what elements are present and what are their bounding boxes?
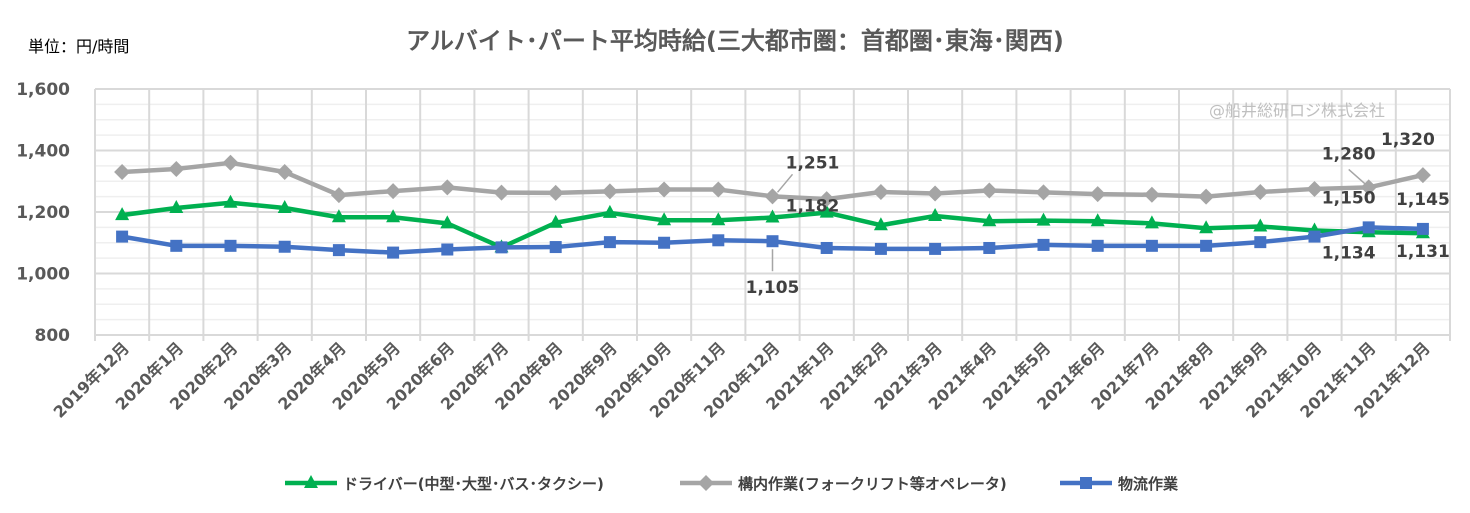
data-point-square: [224, 239, 237, 252]
data-point-diamond: [1414, 167, 1431, 184]
data-point-triangle: [711, 212, 726, 226]
leader-line: [776, 173, 794, 193]
data-label: 1,131: [1396, 242, 1450, 262]
data-point-square: [116, 230, 129, 243]
data-point-square: [1145, 239, 1158, 252]
data-label: 1,320: [1381, 130, 1435, 150]
data-point-square: [278, 240, 291, 253]
data-point-diamond: [1252, 184, 1269, 201]
data-point-triangle: [1253, 218, 1268, 232]
data-point-diamond: [818, 191, 835, 208]
data-point-square: [170, 239, 183, 252]
data-point-triangle: [223, 194, 238, 208]
data-point-diamond: [1306, 180, 1323, 197]
legend-label: ドライバー(中型･大型･バス･タクシー): [343, 475, 604, 493]
data-label: 1,182: [786, 197, 840, 217]
data-point-square: [1416, 222, 1429, 235]
data-point-diamond: [764, 188, 781, 205]
data-point-diamond: [1143, 186, 1160, 203]
leader-line: [1348, 168, 1367, 185]
data-point-diamond: [493, 184, 510, 201]
data-point-square: [1091, 239, 1104, 252]
data-point-square: [1362, 221, 1375, 234]
data-point-diamond: [439, 179, 456, 196]
data-point-triangle: [386, 209, 401, 223]
data-point-triangle: [440, 215, 455, 229]
data-point-diamond: [927, 185, 944, 202]
chart-title: アルバイト･パート平均時給(三大都市圏：首都圏･東海･関西): [406, 27, 1064, 55]
data-point-square: [929, 242, 942, 255]
data-point-square: [603, 236, 616, 249]
data-point-square: [441, 243, 454, 256]
data-point-diamond: [222, 154, 239, 171]
data-point-triangle: [1199, 220, 1214, 234]
data-point-triangle: [982, 213, 997, 227]
data-point-square: [874, 242, 887, 255]
data-point-square: [820, 241, 833, 254]
data-point-square: [1200, 239, 1213, 252]
data-point-square: [1308, 230, 1321, 243]
watermark: @船井総研ロジ株式会社: [1209, 101, 1385, 120]
data-point-triangle: [602, 204, 617, 218]
data-point-diamond: [547, 184, 564, 201]
data-label: 1,150: [1322, 188, 1376, 208]
data-point-diamond: [385, 183, 402, 200]
data-point-square: [658, 236, 671, 249]
data-point-square: [387, 246, 400, 259]
legend-marker-triangle: [304, 475, 318, 488]
data-point-triangle: [331, 209, 346, 223]
data-point-diamond: [276, 164, 293, 181]
y-tick-label: 1,600: [16, 80, 70, 100]
data-point-triangle: [928, 207, 943, 221]
data-label: 1,145: [1396, 190, 1450, 210]
data-point-diamond: [601, 183, 618, 200]
data-point-triangle: [1144, 215, 1159, 229]
data-label: 1,105: [746, 278, 800, 298]
data-point-diamond: [710, 181, 727, 198]
data-point-diamond: [330, 187, 347, 204]
data-point-diamond: [981, 182, 998, 199]
data-point-diamond: [114, 164, 131, 181]
data-point-triangle: [873, 217, 888, 231]
data-point-triangle: [548, 214, 563, 228]
data-point-triangle: [1036, 212, 1051, 226]
data-point-square: [983, 241, 996, 254]
unit-label: 単位：円/時間: [28, 37, 129, 56]
y-tick-label: 1,400: [16, 142, 70, 162]
legend-marker-diamond: [698, 475, 714, 491]
y-tick-label: 1,200: [16, 203, 70, 223]
data-label: 1,280: [1322, 144, 1376, 164]
data-point-triangle: [115, 207, 130, 221]
data-point-square: [712, 234, 725, 247]
legend-marker-square: [1080, 477, 1092, 489]
data-point-triangle: [1090, 213, 1105, 227]
data-point-square: [495, 241, 508, 254]
data-point-square: [549, 241, 562, 254]
y-tick-label: 1,000: [16, 265, 70, 285]
data-point-triangle: [169, 200, 184, 214]
data-point-triangle: [277, 200, 292, 214]
data-point-diamond: [872, 184, 889, 201]
data-label: 1,251: [786, 153, 840, 173]
legend-label: 物流作業: [1118, 475, 1179, 493]
data-point-diamond: [1198, 188, 1215, 205]
data-point-square: [1254, 236, 1267, 249]
data-point-square: [1037, 238, 1050, 251]
y-tick-label: 800: [35, 326, 71, 346]
data-label: 1,134: [1322, 243, 1376, 263]
data-point-triangle: [819, 204, 834, 218]
data-point-diamond: [656, 181, 673, 198]
data-point-square: [332, 244, 345, 257]
legend-label: 構内作業(フォークリフト等オペレータ): [738, 475, 1007, 493]
data-point-square: [766, 235, 779, 248]
data-point-diamond: [168, 160, 185, 177]
data-point-triangle: [657, 212, 672, 226]
data-point-triangle: [765, 209, 780, 223]
data-point-diamond: [1035, 184, 1052, 201]
data-point-diamond: [1089, 186, 1106, 203]
